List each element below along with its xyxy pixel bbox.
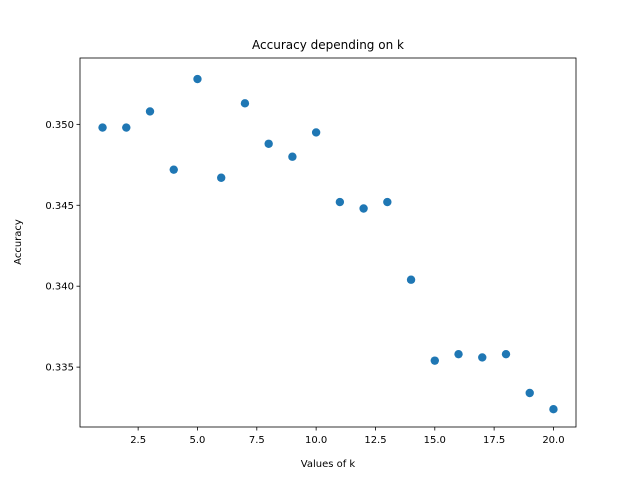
data-point [145, 107, 155, 116]
data-point [430, 356, 439, 365]
x-tick-label: 15.0 [424, 435, 446, 446]
data-point [525, 388, 534, 398]
data-point [122, 123, 131, 132]
y-tick-label: 0.345 [45, 201, 74, 212]
data-point [98, 123, 107, 132]
plot-area: 2.5 5.0 7.5 10.0 12.5 15.0 17.5 20.0 0.335 0.340 0… [45, 57, 577, 446]
data-point [217, 173, 226, 182]
y-axis-title: Accuracy [13, 219, 24, 265]
data-point [193, 74, 202, 84]
data-point [169, 165, 178, 174]
y-tick-label: 0.340 [45, 282, 74, 293]
data-point [454, 349, 463, 359]
data-point [501, 349, 511, 359]
x-axis-title: Values of k [301, 459, 356, 470]
data-point [311, 128, 321, 137]
data-point [383, 197, 392, 207]
y-tick-label: 0.335 [45, 363, 74, 374]
x-tick-label: 7.5 [249, 435, 265, 446]
data-point [549, 405, 558, 414]
x-tick-label: 10.0 [305, 435, 327, 446]
x-tick-label: 20.0 [542, 435, 564, 446]
data-point [406, 275, 416, 284]
data-point [264, 139, 273, 148]
data-point [335, 197, 345, 207]
data-point [288, 152, 297, 161]
data-point [240, 99, 250, 108]
x-tick-label: 12.5 [364, 435, 386, 446]
y-tick-label: 0.350 [45, 120, 74, 131]
x-tick-label: 5.0 [190, 435, 206, 446]
axes-frame [79, 57, 577, 428]
data-point [359, 204, 368, 213]
chart-title: Accuracy depending on k [252, 38, 404, 52]
x-tick-label: 17.5 [483, 435, 505, 446]
data-point [478, 353, 487, 362]
x-tick-label: 2.5 [130, 435, 146, 446]
